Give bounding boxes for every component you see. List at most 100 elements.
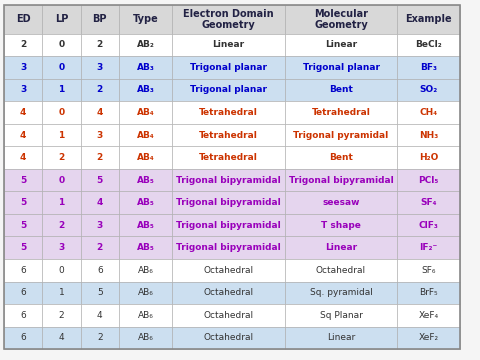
Bar [4,101,42,124]
Text: Trigonal bipyramidal: Trigonal bipyramidal [176,243,281,252]
Text: NH₃: NH₃ [419,131,438,140]
Bar [81,101,119,124]
Bar [81,79,119,101]
Bar [119,304,172,327]
Text: Sq. pyramidal: Sq. pyramidal [310,288,372,297]
Bar [4,282,42,304]
Bar [81,169,119,192]
Text: Trigonal bipyramidal: Trigonal bipyramidal [176,221,281,230]
Bar [42,169,81,192]
Text: 0: 0 [59,176,64,185]
Bar [81,214,119,237]
Text: 0: 0 [59,108,64,117]
Text: Tetrahedral: Tetrahedral [199,108,258,117]
Bar [42,237,81,259]
Bar [397,33,460,56]
Bar [285,259,397,282]
Bar [172,327,285,349]
Text: SF₄: SF₄ [420,198,437,207]
Text: Linear: Linear [212,40,244,49]
Text: Tetrahedral: Tetrahedral [312,108,371,117]
Text: Bent: Bent [329,85,353,94]
Bar [42,56,81,79]
Text: Trigonal planar: Trigonal planar [302,63,380,72]
Bar [4,327,42,349]
Text: 2: 2 [96,85,103,94]
Text: ClF₃: ClF₃ [419,221,439,230]
Bar [119,169,172,192]
Bar [172,259,285,282]
Bar [119,101,172,124]
Text: AB₅: AB₅ [136,198,155,207]
Text: Tetrahedral: Tetrahedral [199,153,258,162]
Text: SO₂: SO₂ [420,85,438,94]
Bar [81,282,119,304]
Text: 4: 4 [59,333,64,342]
Bar [4,304,42,327]
Text: Octahedral: Octahedral [316,266,366,275]
Bar [81,237,119,259]
Text: 2: 2 [59,311,64,320]
Bar [285,282,397,304]
Bar [119,192,172,214]
Bar [172,5,285,33]
Bar [42,259,81,282]
Bar [4,259,42,282]
Bar [81,327,119,349]
Text: 1: 1 [58,85,65,94]
Bar [4,33,42,56]
Text: Type: Type [132,14,158,24]
Bar [42,146,81,169]
Text: Linear: Linear [325,40,357,49]
Bar [4,146,42,169]
Bar [285,124,397,146]
Bar [81,33,119,56]
Text: BP: BP [93,14,107,24]
Text: 4: 4 [96,198,103,207]
Text: XeF₄: XeF₄ [419,311,439,320]
Bar [4,214,42,237]
Bar [119,124,172,146]
Text: AB₄: AB₄ [137,153,154,162]
Bar [397,79,460,101]
Bar [119,79,172,101]
Bar [397,124,460,146]
Bar [81,304,119,327]
Bar [119,56,172,79]
Text: LP: LP [55,14,68,24]
Bar [81,124,119,146]
Bar [172,304,285,327]
Text: Octahedral: Octahedral [203,288,253,297]
Bar [172,146,285,169]
Bar [397,327,460,349]
Text: Trigonal bipyramidal: Trigonal bipyramidal [176,176,281,185]
Text: 0: 0 [59,40,64,49]
Text: 6: 6 [20,333,26,342]
Bar [42,304,81,327]
Bar [285,169,397,192]
Bar [397,101,460,124]
Text: H₂O: H₂O [419,153,438,162]
Bar [119,237,172,259]
Bar [285,327,397,349]
Text: 2: 2 [96,243,103,252]
Text: AB₄: AB₄ [137,108,154,117]
Bar [285,56,397,79]
Text: 4: 4 [20,131,26,140]
Text: CH₄: CH₄ [420,108,438,117]
Text: T shape: T shape [321,221,361,230]
Text: 2: 2 [96,153,103,162]
Text: Molecular
Geometry: Molecular Geometry [314,9,368,30]
Bar [172,237,285,259]
Text: AB₃: AB₃ [136,85,155,94]
Bar [285,237,397,259]
Text: Octahedral: Octahedral [203,333,253,342]
Text: Sq Planar: Sq Planar [320,311,362,320]
Text: 4: 4 [97,311,103,320]
Bar [42,124,81,146]
Bar [285,214,397,237]
Text: Trigonal bipyramidal: Trigonal bipyramidal [288,176,394,185]
Text: BrF₅: BrF₅ [420,288,438,297]
Bar [42,101,81,124]
Text: AB₃: AB₃ [136,63,155,72]
